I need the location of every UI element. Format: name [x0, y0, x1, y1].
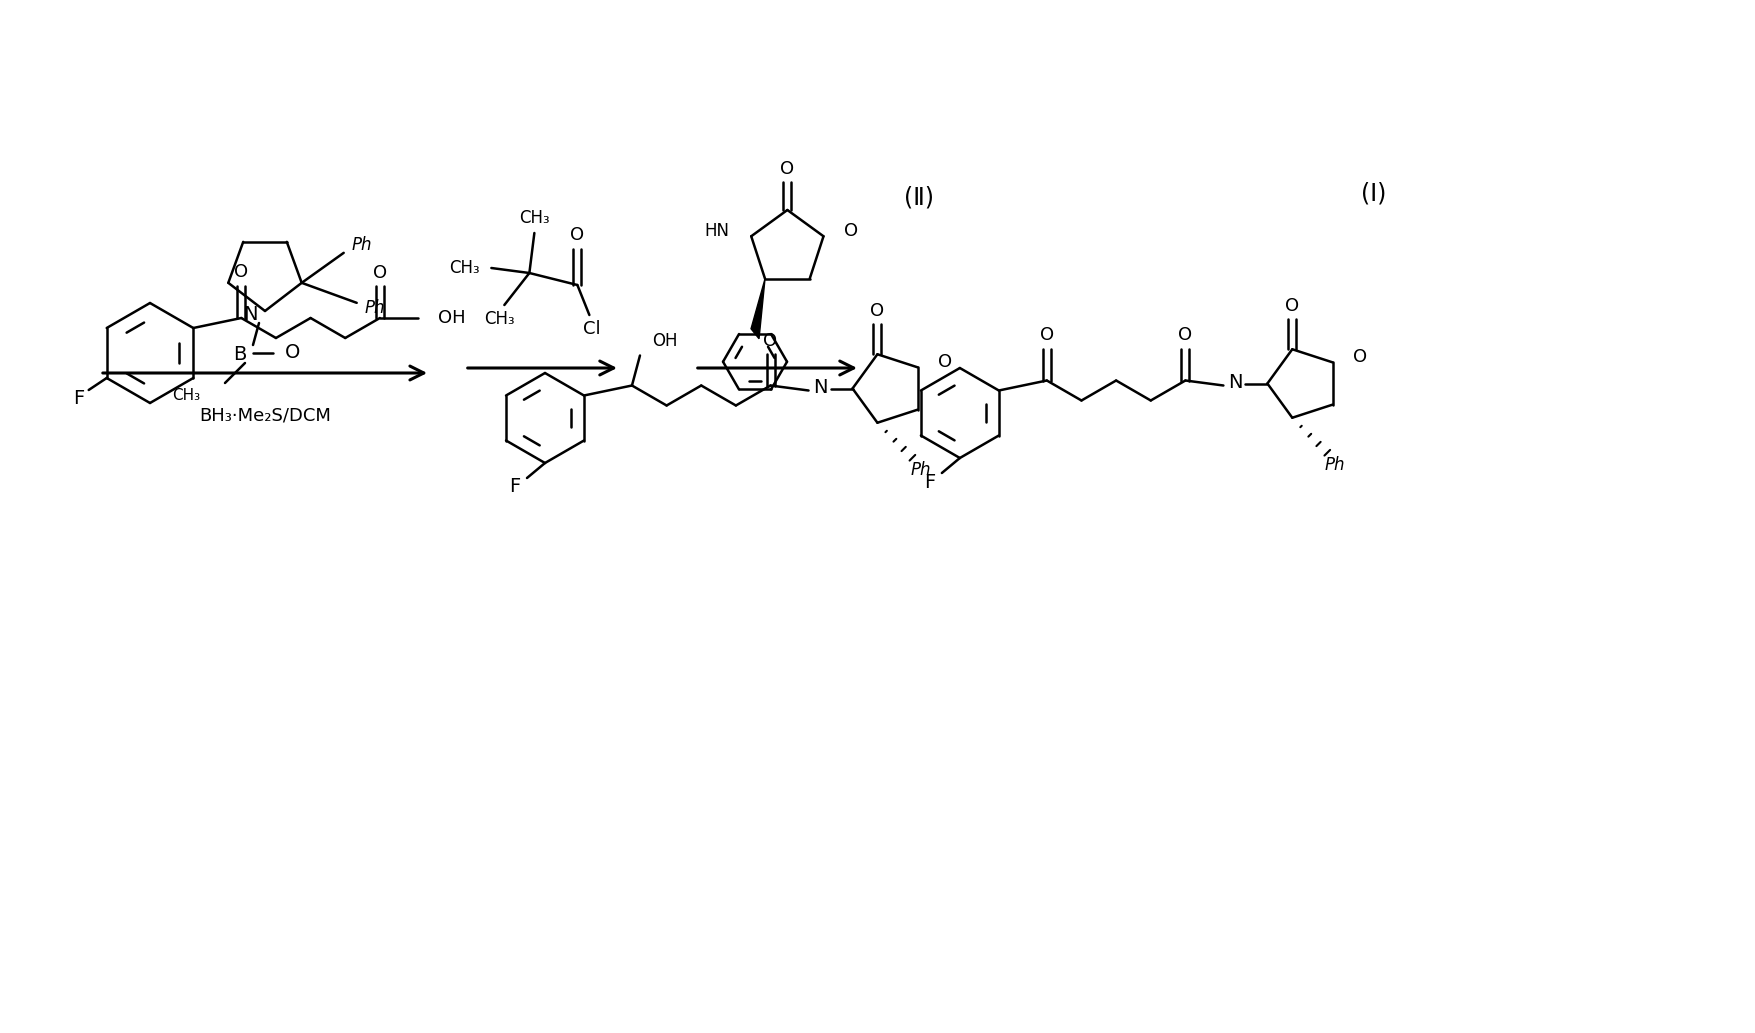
- Text: F: F: [74, 388, 84, 407]
- Text: O: O: [570, 226, 584, 244]
- Text: O: O: [844, 222, 858, 241]
- Text: O: O: [233, 263, 249, 281]
- Text: O: O: [937, 353, 951, 371]
- Text: O: O: [1178, 326, 1192, 344]
- Polygon shape: [751, 279, 765, 339]
- Text: Cl: Cl: [583, 320, 600, 338]
- Text: O: O: [1285, 298, 1299, 315]
- Text: F: F: [925, 472, 935, 492]
- Text: (Ⅱ): (Ⅱ): [904, 186, 934, 210]
- Text: Ph: Ph: [1325, 456, 1346, 474]
- Text: O: O: [781, 160, 795, 178]
- Text: HN: HN: [704, 222, 730, 241]
- Text: OH: OH: [437, 309, 465, 327]
- Text: O: O: [763, 332, 777, 349]
- Text: O: O: [1039, 326, 1055, 344]
- Text: Ph: Ph: [365, 299, 384, 317]
- Text: O: O: [870, 303, 885, 320]
- Text: O: O: [1353, 348, 1367, 367]
- Text: CH₃: CH₃: [484, 310, 514, 328]
- Text: Ph: Ph: [351, 236, 372, 254]
- Text: O: O: [372, 264, 386, 282]
- Text: OH: OH: [651, 333, 677, 350]
- Text: CH₃: CH₃: [449, 259, 479, 277]
- Text: Ph: Ph: [911, 461, 930, 478]
- Text: CH₃: CH₃: [172, 388, 200, 404]
- Text: CH₃: CH₃: [519, 209, 549, 227]
- Text: B: B: [233, 345, 247, 365]
- Text: N: N: [1228, 373, 1243, 392]
- Text: N: N: [813, 378, 828, 397]
- Text: N: N: [242, 305, 258, 323]
- Text: BH₃·Me₂S/DCM: BH₃·Me₂S/DCM: [198, 406, 332, 424]
- Text: O: O: [286, 344, 300, 363]
- Text: F: F: [509, 477, 521, 497]
- Text: (Ⅰ): (Ⅰ): [1360, 181, 1386, 205]
